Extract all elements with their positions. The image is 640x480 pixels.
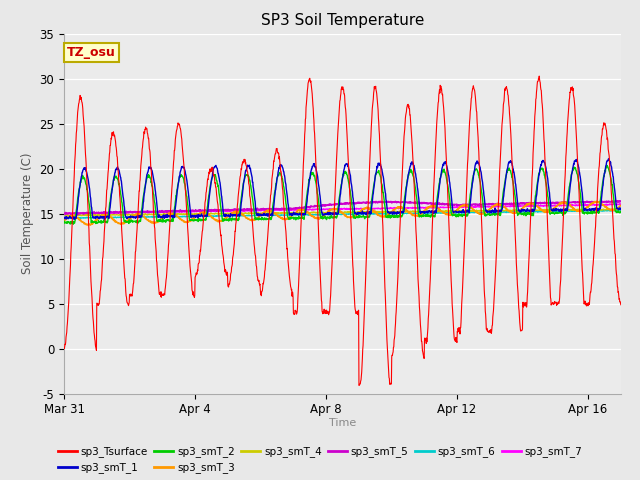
Legend: sp3_Tsurface, sp3_smT_1, sp3_smT_2, sp3_smT_3, sp3_smT_4, sp3_smT_5, sp3_smT_6, : sp3_Tsurface, sp3_smT_1, sp3_smT_2, sp3_… (54, 442, 587, 478)
X-axis label: Time: Time (329, 418, 356, 428)
Text: TZ_osu: TZ_osu (67, 46, 116, 59)
Y-axis label: Soil Temperature (C): Soil Temperature (C) (21, 153, 34, 275)
Title: SP3 Soil Temperature: SP3 Soil Temperature (260, 13, 424, 28)
